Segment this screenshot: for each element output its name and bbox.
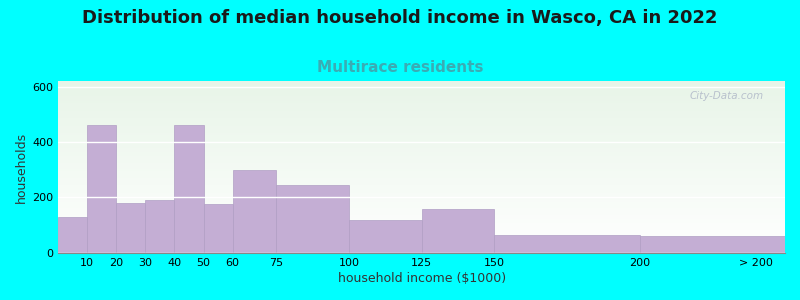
Bar [58,217,87,253]
Bar [349,220,422,253]
Bar [494,235,640,253]
X-axis label: household income ($1000): household income ($1000) [338,272,506,285]
Bar [174,125,203,253]
Bar [87,125,116,253]
Bar [146,200,174,253]
Bar [640,236,785,253]
Text: Distribution of median household income in Wasco, CA in 2022: Distribution of median household income … [82,9,718,27]
Bar [422,208,494,253]
Text: City-Data.com: City-Data.com [689,91,763,101]
Bar [203,204,233,253]
Bar [233,170,276,253]
Text: Multirace residents: Multirace residents [317,60,483,75]
Y-axis label: households: households [15,131,28,202]
Bar [116,203,146,253]
Bar [276,185,349,253]
